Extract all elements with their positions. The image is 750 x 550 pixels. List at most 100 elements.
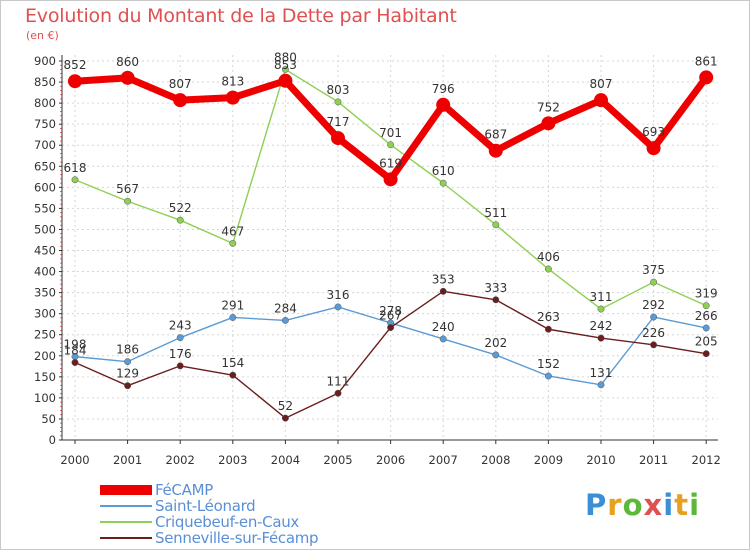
data-label-1: 266: [695, 309, 718, 323]
data-point-2: [492, 221, 500, 229]
data-label-1: 186: [116, 343, 139, 357]
legend-label: Criquebeuf-en-Caux: [155, 513, 299, 531]
data-label-3: 205: [695, 335, 718, 349]
data-point-0: [383, 172, 398, 187]
y-tick-label: 300: [34, 307, 56, 321]
y-tick-label: 400: [34, 265, 56, 279]
data-point-3: [387, 324, 395, 332]
data-point-2: [71, 176, 79, 184]
data-point-1: [702, 324, 710, 332]
series-lines: [68, 65, 714, 422]
data-point-3: [544, 325, 552, 333]
data-label-2: 618: [64, 161, 87, 175]
x-tick-label: 2000: [60, 453, 89, 467]
data-label-0: 717: [327, 115, 350, 129]
y-tick-label: 650: [34, 159, 56, 173]
data-point-2: [544, 265, 552, 273]
data-point-1: [334, 303, 342, 311]
data-label-0: 813: [221, 75, 244, 89]
data-point-1: [281, 316, 289, 324]
y-tick-label: 100: [34, 391, 56, 405]
data-point-1: [597, 381, 605, 389]
data-label-0: 619: [379, 156, 402, 170]
legend-swatch: [100, 484, 152, 496]
data-label-1: 284: [274, 301, 297, 315]
data-label-0: 687: [484, 128, 507, 142]
y-tick-label: 150: [34, 370, 56, 384]
logo-letter: x: [643, 488, 664, 522]
data-label-2: 511: [484, 206, 507, 220]
data-label-1: 291: [221, 298, 244, 312]
data-label-1: 316: [327, 288, 350, 302]
y-tick-label: 250: [34, 328, 56, 342]
data-point-2: [229, 239, 237, 247]
y-tick-label: 200: [34, 349, 56, 363]
y-tick-label: 350: [34, 286, 56, 300]
data-label-3: 226: [642, 326, 665, 340]
x-tick-label: 2009: [534, 453, 563, 467]
data-label-3: 333: [484, 281, 507, 295]
chart-subtitle: (en €): [26, 29, 59, 42]
data-label-1: 278: [379, 304, 402, 318]
y-tick-label: 900: [34, 54, 56, 68]
data-label-2: 567: [116, 182, 139, 196]
data-label-1: 240: [432, 320, 455, 334]
data-label-0: 853: [274, 58, 297, 72]
data-point-3: [650, 341, 658, 349]
data-label-3: 176: [169, 347, 192, 361]
data-point-3: [597, 334, 605, 342]
data-point-3: [702, 350, 710, 358]
x-tick-label: 2004: [271, 453, 300, 467]
data-label-3: 242: [590, 319, 613, 333]
proxiti-logo: Proxiti: [585, 488, 700, 522]
x-tick-label: 2010: [586, 453, 615, 467]
data-point-1: [176, 334, 184, 342]
data-point-2: [650, 278, 658, 286]
data-point-0: [436, 97, 451, 112]
data-label-2: 803: [327, 83, 350, 97]
data-point-3: [439, 287, 447, 295]
data-point-0: [594, 93, 608, 108]
data-label-1: 202: [484, 336, 507, 350]
legend-swatch: [100, 516, 152, 528]
legend-label: Senneville-sur-Fécamp: [155, 529, 319, 547]
y-tick-label: 850: [34, 75, 56, 89]
data-point-2: [124, 197, 132, 205]
logo-letter: t: [674, 488, 690, 522]
data-label-0: 796: [432, 82, 455, 96]
data-point-1: [650, 313, 658, 321]
data-point-3: [334, 389, 342, 397]
data-label-3: 111: [327, 374, 350, 388]
y-tick-label: 700: [34, 138, 56, 152]
data-point-1: [229, 314, 237, 321]
data-point-3: [124, 382, 132, 390]
y-tick-label: 450: [34, 244, 56, 258]
data-point-2: [387, 141, 395, 149]
data-label-0: 807: [590, 77, 613, 91]
x-tick-label: 2002: [166, 453, 195, 467]
data-point-2: [334, 98, 342, 106]
data-label-1: 131: [590, 366, 613, 380]
x-tick-label: 2012: [692, 453, 721, 467]
data-label-1: 198: [64, 338, 87, 352]
data-point-1: [544, 372, 552, 380]
y-tick-label: 500: [34, 222, 56, 236]
data-labels: 852 860 807 813 853 717 619 796 687 752 807 693 861 1…: [64, 50, 718, 413]
data-point-0: [646, 141, 661, 156]
axes: 0 50 100 150 200 250 300 350 400 450 500 550 600 650 7…: [34, 54, 721, 467]
data-label-3: 353: [432, 272, 455, 286]
data-label-2: 311: [590, 290, 613, 304]
data-point-0: [699, 70, 714, 85]
data-point-3: [71, 359, 79, 366]
data-label-3: 154: [221, 356, 244, 370]
data-label-0: 693: [642, 125, 665, 139]
data-label-2: 406: [537, 250, 560, 264]
x-tick-label: 2008: [481, 453, 510, 467]
y-tick-label: 550: [34, 201, 56, 215]
legend-label: FéCAMP: [155, 481, 213, 499]
x-tick-label: 2003: [218, 453, 247, 467]
logo-letter: i: [689, 488, 701, 522]
data-point-3: [176, 362, 184, 370]
data-point-0: [120, 70, 135, 85]
